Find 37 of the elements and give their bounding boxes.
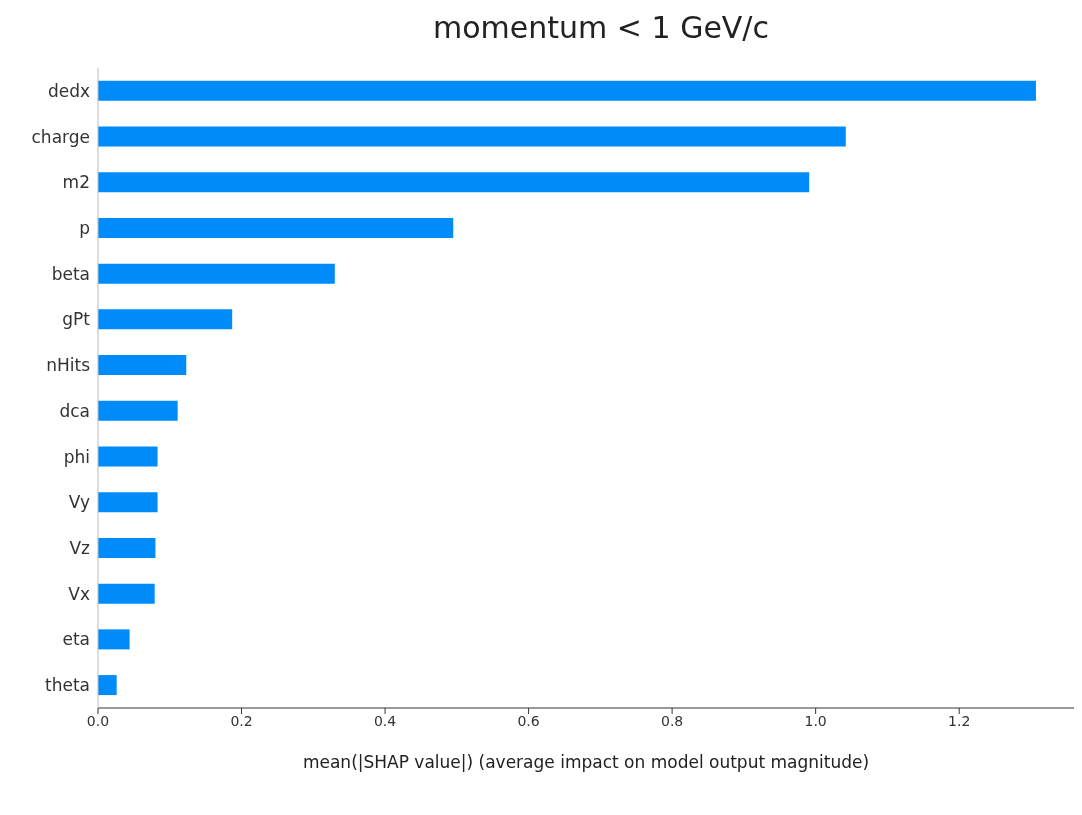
- bar: [98, 80, 1036, 101]
- x-tick-label: 1.2: [948, 712, 971, 729]
- y-tick-label: dca: [59, 400, 90, 421]
- bar: [98, 446, 158, 467]
- chart-title: momentum < 1 GeV/c: [432, 9, 770, 47]
- x-tick-label: 0.0: [86, 712, 110, 729]
- y-tick-label: m2: [62, 172, 90, 193]
- y-tick-label: dedx: [47, 80, 90, 101]
- bar: [98, 629, 130, 650]
- y-tick-label: eta: [62, 629, 90, 650]
- bar: [98, 126, 846, 147]
- bar: [98, 583, 155, 604]
- y-tick-label: phi: [63, 446, 90, 467]
- x-tick-label: 0.4: [373, 712, 397, 729]
- y-tick-label: Vy: [68, 492, 90, 513]
- bar: [98, 263, 335, 284]
- y-tick-label: gPt: [62, 309, 91, 330]
- bar: [98, 309, 233, 330]
- x-tick-label: 0.2: [230, 712, 253, 729]
- x-tick-label: 1.0: [804, 712, 827, 729]
- bar: [98, 675, 117, 696]
- x-tick-label: 0.8: [660, 712, 684, 729]
- y-tick-label: charge: [31, 126, 90, 147]
- y-tick-label: Vx: [68, 583, 90, 604]
- bar: [98, 172, 810, 193]
- bar: [98, 217, 454, 238]
- y-tick-label: p: [79, 218, 90, 239]
- y-tick-label: nHits: [46, 355, 91, 376]
- y-tick-label: theta: [45, 675, 90, 696]
- x-tick-label: 0.6: [517, 712, 540, 729]
- y-tick-label: Vz: [69, 538, 91, 559]
- x-axis-title: mean(|SHAP value|) (average impact on model output magnitude): [302, 752, 870, 772]
- bar: [98, 492, 158, 513]
- bar: [98, 537, 156, 558]
- bar: [98, 355, 187, 376]
- y-tick-label: beta: [51, 263, 90, 284]
- bar: [98, 400, 178, 421]
